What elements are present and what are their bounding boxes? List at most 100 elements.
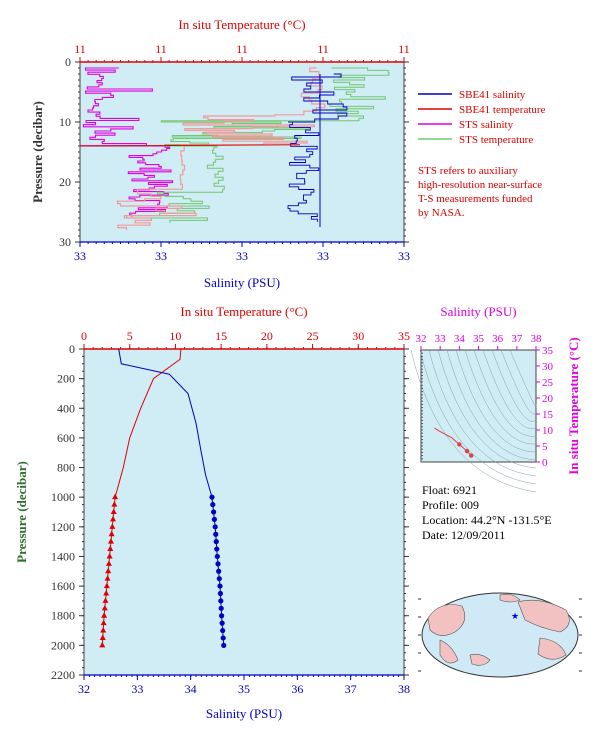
float-position-icon: ★ <box>511 611 519 621</box>
density-contour <box>491 349 537 422</box>
sts-note-line: STS refers to auxiliary <box>418 165 518 177</box>
temperature-marker <box>108 530 115 537</box>
salinity-marker <box>220 635 226 641</box>
map-land <box>499 593 521 603</box>
temperature-marker <box>105 560 112 566</box>
density-contour <box>446 349 537 461</box>
temperature-marker <box>101 604 108 611</box>
salinity-marker <box>213 539 219 545</box>
top-temp-tick-label: 11 <box>317 42 329 56</box>
ts-marker <box>469 453 474 458</box>
bottom-pres-tick-label: 1400 <box>51 549 75 563</box>
ts-sal-tick-label: 33 <box>435 333 447 345</box>
top-temp-tick-label: 11 <box>398 42 410 56</box>
sts-note-line: by NASA. <box>418 207 465 219</box>
ts-sal-tick-label: 38 <box>531 333 543 345</box>
salinity-marker <box>214 553 220 560</box>
salinity-marker <box>209 494 215 500</box>
top-panel: 11 33 11 33 11 33 11 33 11 33 In situ Temperature … <box>30 17 546 290</box>
bottom-pres-tick-label: 1000 <box>51 490 75 504</box>
sts-note-line: high-resolution near-surface <box>418 179 542 191</box>
salinity-marker <box>211 516 217 523</box>
temperature-marker <box>107 538 114 544</box>
bottom-temp-tick-label: 20 <box>261 329 273 343</box>
ts-sal-tick-label: 34 <box>454 333 466 345</box>
ts-sal-tick-label: 35 <box>473 333 485 345</box>
bottom-pres-axis-title: Pressure (decibar) <box>14 461 29 563</box>
sts-temperature-line <box>126 67 390 223</box>
bottom-sal-tick-label: 34 <box>185 682 197 696</box>
legend-label: SBE41 salinity <box>459 89 526 101</box>
bottom-sal-axis-title: Salinity (PSU) <box>206 706 282 721</box>
ts-temp-tick-label: 25 <box>542 377 554 389</box>
sts-salinity-line <box>79 67 174 217</box>
bottom-temp-tick-label: 5 <box>127 329 133 343</box>
top-temp-tick-label: 11 <box>155 42 167 56</box>
temperature-marker <box>105 567 112 574</box>
bottom-pres-tick-label: 0 <box>69 342 75 356</box>
legend-label: STS salinity <box>459 119 514 131</box>
salinity-marker <box>215 561 221 567</box>
top-pres-axis-title: Pressure (decibar) <box>30 101 45 203</box>
temperature-marker <box>100 619 107 626</box>
ts-marker <box>457 442 462 447</box>
top-sal-tick-label: 33 <box>74 249 86 263</box>
location-text: Location: 44.2°N -131.5°E <box>422 513 552 527</box>
legend-label: STS temperature <box>459 134 533 146</box>
bottom-temp-tick-label: 35 <box>398 329 410 343</box>
temperature-marker <box>103 582 110 589</box>
bottom-sal-tick-label: 32 <box>78 682 90 696</box>
bottom-sal-tick-label: 33 <box>131 682 143 696</box>
bottom-temp-tick-label: 0 <box>81 329 87 343</box>
temperature-marker <box>102 597 109 603</box>
map-land <box>517 599 570 633</box>
salinity-marker <box>221 642 227 648</box>
ts-temp-tick-label: 30 <box>542 361 554 373</box>
bottom-temp-tick-label: 30 <box>352 329 364 343</box>
top-sal-tick-label: 33 <box>317 249 329 263</box>
salinity-marker <box>216 576 222 582</box>
ts-plot-area <box>420 349 537 463</box>
salinity-marker <box>219 620 225 626</box>
density-contour <box>500 349 537 415</box>
temperature-marker <box>112 493 119 500</box>
world-map: ★ <box>418 592 582 678</box>
bottom-temp-axis-title: In situ Temperature (°C) <box>180 304 307 319</box>
bottom-temp-tick-label: 25 <box>307 329 319 343</box>
temperature-marker <box>106 552 113 559</box>
density-contour <box>410 349 537 493</box>
temperature-marker <box>101 612 108 618</box>
bottom-sal-tick-label: 35 <box>238 682 250 696</box>
map-land <box>469 653 491 666</box>
temperature-marker <box>103 590 110 596</box>
ts-temp-tick-label: 35 <box>542 345 554 357</box>
temperature-marker <box>109 523 116 529</box>
bottom-pres-tick-label: 600 <box>57 431 75 445</box>
bottom-pres-tick-label: 1200 <box>51 520 75 534</box>
float-info-block: Float: 6921 Profile: 009 Location: 44.2°… <box>422 483 552 542</box>
top-temp-axis-title: In situ Temperature (°C) <box>178 17 305 32</box>
bottom-sal-tick-label: 36 <box>291 682 303 696</box>
map-land <box>439 639 459 664</box>
ts-temp-axis-title: In situ Temperature (°C) <box>566 337 581 475</box>
salinity-marker <box>218 598 224 604</box>
density-contour <box>509 349 537 408</box>
sts-temperature-fine-line <box>116 67 326 230</box>
salinity-marker <box>218 605 224 611</box>
ts-sal-axis-title: Salinity (PSU) <box>440 304 516 319</box>
temperature-marker <box>100 627 107 633</box>
bottom-sal-tick-label: 37 <box>345 682 357 696</box>
legend-label: SBE41 temperature <box>459 104 546 116</box>
density-contour <box>464 349 537 445</box>
salinity-marker <box>213 531 219 537</box>
temperature-marker <box>99 641 106 648</box>
sts-note-line: T-S measurements funded <box>418 193 533 205</box>
bottom-sal-tick-label: 38 <box>398 682 410 696</box>
density-contour <box>455 349 537 453</box>
bottom-pres-tick-label: 2000 <box>51 638 75 652</box>
bottom-pres-tick-label: 400 <box>57 401 75 415</box>
top-sal-tick-label: 33 <box>236 249 248 263</box>
map-land <box>537 637 567 660</box>
salinity-marker <box>217 590 223 597</box>
